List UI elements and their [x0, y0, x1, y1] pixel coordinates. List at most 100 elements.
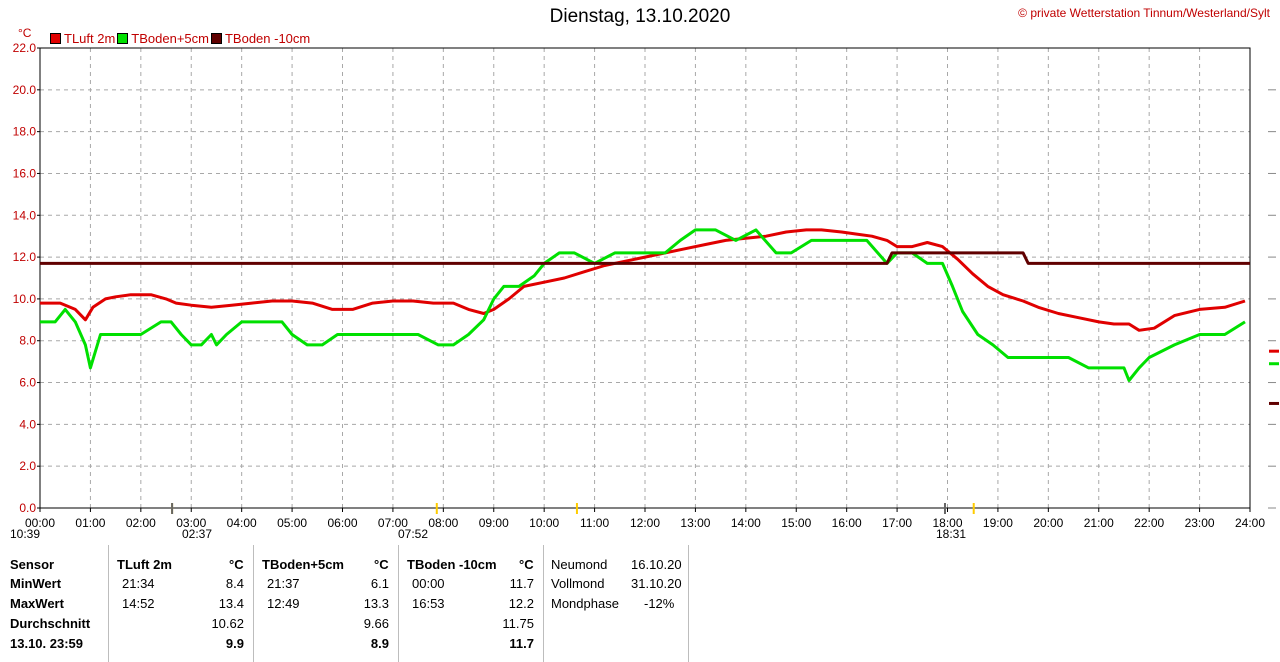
legend-swatch-boden5 [117, 33, 129, 44]
boden5-unit: °C [374, 557, 389, 572]
moonset-time: 02:37 [182, 527, 213, 541]
x-tick-label: 09:00 [479, 516, 509, 530]
row-label-max: MaxWert [10, 596, 64, 611]
x-tick-label: 06:00 [327, 516, 357, 530]
x-tick-label: 02:00 [126, 516, 156, 530]
legend-label-boden10: TBoden -10cm [224, 31, 311, 46]
x-tick-label: 21:00 [1084, 516, 1114, 530]
x-tick-label: 24:00 [1235, 516, 1265, 530]
y-tick-label: 10.0 [13, 292, 37, 306]
y-tick-label: 2.0 [19, 459, 36, 473]
x-tick-label: 14:00 [731, 516, 761, 530]
y-tick-label: 20.0 [13, 83, 37, 97]
luft-header: TLuft 2m [117, 557, 172, 572]
sunset-time: 18:31 [936, 527, 967, 541]
mondphase-value: -12% [644, 596, 675, 611]
x-tick-label: 19:00 [983, 516, 1013, 530]
neumond-label: Neumond [551, 557, 608, 572]
y-tick-label: 4.0 [19, 417, 36, 431]
y-tick-label: 14.0 [13, 208, 37, 222]
legend-item-boden5: TBoden+5cm [117, 31, 209, 46]
boden10-last: 11.7 [509, 636, 534, 651]
column-separator [688, 545, 689, 662]
x-tick-label: 18:00 [932, 516, 962, 530]
x-tick-label: 23:00 [1185, 516, 1215, 530]
x-tick-label: 17:00 [882, 516, 912, 530]
boden10-unit: °C [519, 557, 534, 572]
luft-unit: °C [229, 557, 244, 572]
legend-swatch-luft [50, 33, 61, 44]
x-tick-label: 05:00 [277, 516, 307, 530]
x-tick-label: 16:00 [832, 516, 862, 530]
boden10-max-time: 16:53 [412, 596, 445, 611]
y-tick-label: 22.0 [13, 41, 37, 55]
boden5-header: TBoden+5cm [262, 557, 344, 572]
x-tick-label: 12:00 [630, 516, 660, 530]
stats-table: Sensor MinWert MaxWert Durchschnitt 13.1… [0, 545, 1280, 662]
legend-item-luft: TLuft 2m [50, 31, 115, 46]
moonrise-time: 10:39 [10, 527, 41, 541]
x-tick-label: 20:00 [1033, 516, 1063, 530]
boden5-last: 8.9 [370, 636, 389, 651]
x-tick-label: 01:00 [75, 516, 105, 530]
x-tick-label: 04:00 [227, 516, 257, 530]
column-separator [108, 545, 109, 662]
legend-label-luft: TLuft 2m [64, 31, 116, 46]
boden5-max: 13.3 [363, 596, 389, 611]
row-label-min: MinWert [10, 576, 62, 591]
column-separator [253, 545, 254, 662]
copyright-text: © private Wetterstation Tinnum/Westerlan… [1018, 6, 1270, 20]
x-tick-label: 00:00 [25, 516, 55, 530]
legend-item-boden10: TBoden -10cm [210, 31, 311, 46]
boden10-header: TBoden -10cm [407, 557, 497, 572]
legend: TLuft 2m TBoden+5cm TBoden -10cm [50, 31, 312, 46]
y-tick-label: 6.0 [19, 376, 36, 390]
mondphase-label: Mondphase [551, 596, 619, 611]
x-tick-label: 15:00 [781, 516, 811, 530]
column-separator [398, 545, 399, 662]
vollmond-date: 31.10.20 [631, 576, 682, 591]
x-tick-label: 11:00 [580, 516, 609, 530]
row-label-last: 13.10. 23:59 [10, 636, 84, 651]
series-line-1 [40, 228, 1246, 382]
luft-max-time: 14:52 [122, 596, 155, 611]
plot-frame [39, 47, 1251, 509]
temperature-chart: 0.0 2.0 4.0 6.0 8.0 10.0 12.0 14.0 16.0 18.0 20.0 2… [13, 41, 1279, 530]
x-tick-label: 13:00 [680, 516, 710, 530]
series-line-2 [40, 251, 1250, 265]
y-tick-label: 16.0 [13, 166, 37, 180]
boden10-max: 12.2 [508, 596, 534, 611]
boden5-avg: 9.66 [363, 616, 389, 631]
vollmond-label: Vollmond [551, 576, 605, 591]
series-line-0 [40, 228, 1246, 332]
luft-min: 8.4 [225, 576, 244, 591]
row-label-avg: Durchschnitt [10, 616, 91, 631]
luft-max: 13.4 [218, 596, 244, 611]
luft-last: 9.9 [225, 636, 244, 651]
column-separator [543, 545, 544, 662]
legend-swatch-boden10 [210, 33, 222, 44]
luft-avg: 10.62 [211, 616, 244, 631]
legend-label-boden5: TBoden+5cm [131, 31, 209, 46]
y-tick-label: 0.0 [19, 501, 36, 515]
x-tick-label: 22:00 [1134, 516, 1164, 530]
y-tick-label: 8.0 [19, 334, 36, 348]
row-label-sensor: Sensor [10, 557, 55, 572]
boden5-min-time: 21:37 [267, 576, 300, 591]
boden10-avg: 11.75 [502, 616, 534, 631]
sunrise-time: 07:52 [398, 527, 429, 541]
y-tick-label: 18.0 [13, 125, 37, 139]
x-tick-label: 08:00 [428, 516, 458, 530]
chart-title: Dienstag, 13.10.2020 [549, 6, 731, 27]
x-tick-label: 10:00 [529, 516, 559, 530]
boden5-min: 6.1 [370, 576, 389, 591]
boden10-min: 11.7 [509, 576, 534, 591]
luft-min-time: 21:34 [122, 576, 155, 591]
y-tick-label: 12.0 [13, 250, 37, 264]
neumond-date: 16.10.20 [631, 557, 682, 572]
x-tick-label: 03:00 [176, 516, 206, 530]
unit-label: °C [18, 26, 32, 40]
boden10-min-time: 00:00 [412, 576, 445, 591]
x-tick-label: 07:00 [378, 516, 408, 530]
boden5-max-time: 12:49 [267, 596, 300, 611]
